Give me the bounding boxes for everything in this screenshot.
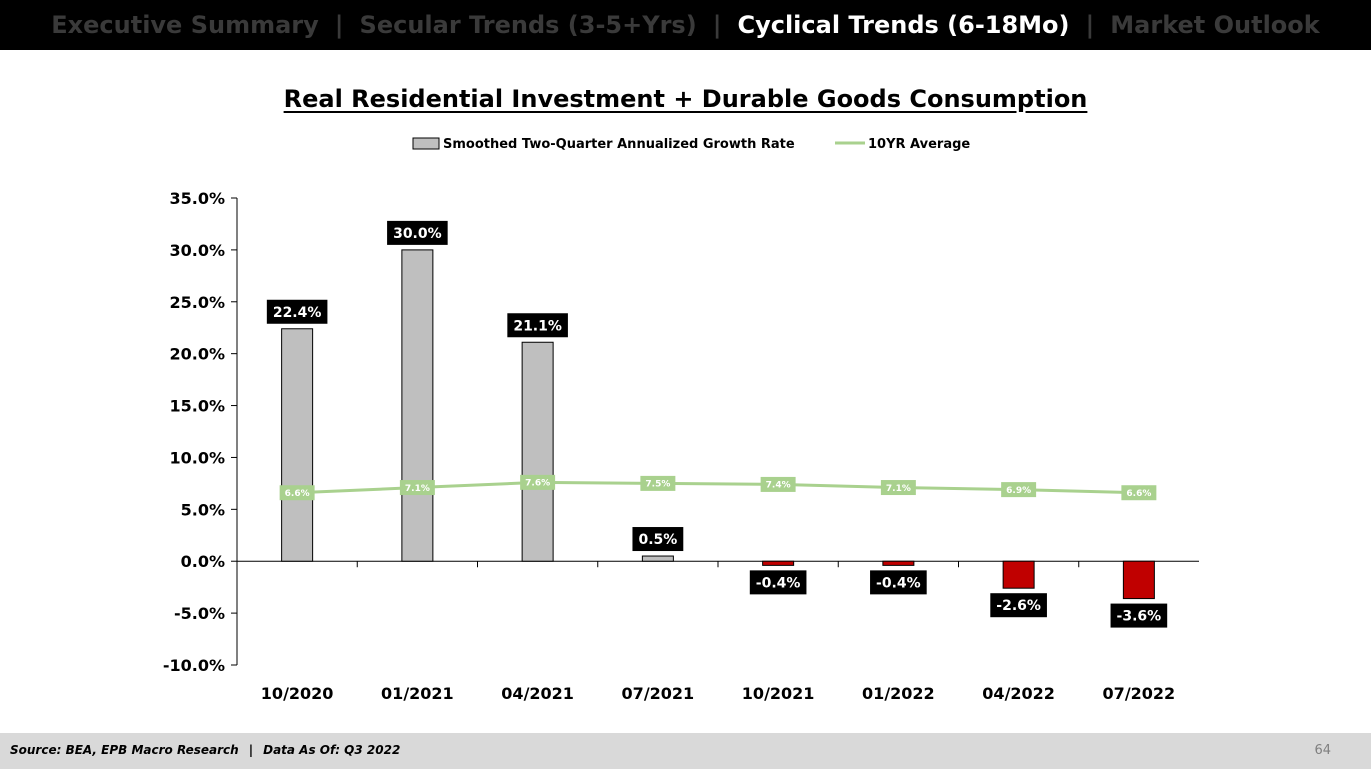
bar: [521, 341, 554, 562]
x-tick-label: 01/2022: [862, 684, 935, 703]
chart-title: Real Residential Investment + Durable Go…: [283, 85, 1088, 113]
source-text: Source: BEA, EPB Macro Research: [10, 743, 239, 757]
y-tick-label: 30.0%: [169, 241, 225, 260]
x-tick-label: 04/2021: [501, 684, 574, 703]
line-data-label: [880, 480, 916, 496]
bar-data-label-text: 22.4%: [273, 305, 322, 321]
bar-data-label: [870, 570, 927, 595]
line-data-label: [520, 474, 556, 490]
page-number: 64: [1314, 743, 1331, 758]
x-tick-label: 01/2021: [381, 684, 454, 703]
bar: [641, 555, 674, 562]
x-tick-label: 07/2022: [1103, 684, 1176, 703]
top-navigation: Executive Summary | Secular Trends (3-5+…: [0, 0, 1371, 50]
x-tick-label: 10/2020: [261, 684, 334, 703]
line-data-label-text: 7.1%: [886, 484, 911, 494]
bar-data-label: [749, 570, 807, 595]
tab-market-outlook[interactable]: Market Outlook: [1110, 11, 1320, 39]
line-data-label-text: 6.6%: [285, 489, 310, 499]
chart-area: Smoothed Two-Quarter Annualized Growth R…: [163, 137, 1199, 703]
line-data-label-text: 7.4%: [766, 481, 791, 491]
line-data-label-text: 7.1%: [405, 484, 430, 494]
legend-bar-label: Smoothed Two-Quarter Annualized Growth R…: [443, 137, 795, 152]
legend-bar-swatch: [412, 137, 440, 150]
tab-executive-summary[interactable]: Executive Summary: [51, 11, 319, 39]
bar-data-label-text: -0.4%: [756, 575, 801, 591]
x-tick-label: 07/2021: [622, 684, 695, 703]
bar-data-label-text: 21.1%: [513, 318, 562, 334]
y-tick-label: 35.0%: [169, 189, 225, 208]
line-data-label: [279, 485, 315, 501]
line-data-label-text: 7.6%: [525, 479, 550, 489]
line-data-label-text: 7.5%: [645, 480, 670, 490]
x-tick-label: 04/2022: [982, 684, 1055, 703]
data-as-of: Data As Of: Q3 2022: [263, 743, 401, 757]
y-tick-label: -5.0%: [174, 604, 225, 623]
bar-data-label-text: 30.0%: [393, 226, 442, 242]
line-data-label: [1121, 485, 1157, 501]
line-data-label: [640, 475, 676, 491]
line-data-label-text: 6.6%: [1126, 489, 1151, 499]
bar-data-label: [266, 299, 328, 324]
footer-bar: Source: BEA, EPB Macro Research | Data As …: [0, 733, 1371, 769]
y-tick-label: 5.0%: [181, 500, 225, 519]
bar-data-label-text: -3.6%: [1117, 609, 1162, 625]
nav-separator: |: [334, 11, 344, 39]
bar-data-label: [990, 593, 1047, 618]
y-tick-label: 0.0%: [181, 552, 225, 571]
bar-data-label-text: -0.4%: [876, 575, 921, 591]
tab-secular-trends[interactable]: Secular Trends (3-5+Yrs): [359, 11, 697, 39]
bar: [762, 560, 795, 566]
bar-data-label: [1110, 603, 1168, 628]
bar: [281, 328, 314, 562]
legend-line-label: 10YR Average: [868, 137, 970, 152]
bar: [401, 249, 434, 562]
bar-data-label-text: -2.6%: [996, 598, 1041, 614]
nav-separator: |: [1085, 11, 1095, 39]
bar-data-label: [632, 527, 684, 552]
x-tick-label: 10/2021: [742, 684, 815, 703]
bar: [882, 560, 915, 566]
line-10yr-average: [297, 480, 1139, 495]
y-tick-label: 20.0%: [169, 345, 225, 364]
nav-separator: |: [712, 11, 722, 39]
footer-separator: |: [248, 743, 254, 757]
line-data-label: [1001, 482, 1037, 498]
bar: [1122, 560, 1155, 600]
bar-data-label: [507, 313, 568, 338]
y-tick-label: 10.0%: [169, 448, 225, 467]
bar-data-label-text: 0.5%: [638, 532, 677, 548]
line-data-label-text: 6.9%: [1006, 486, 1031, 496]
y-tick-label: 25.0%: [169, 293, 225, 312]
bar-data-label: [387, 220, 448, 245]
tab-cyclical-trends[interactable]: Cyclical Trends (6-18Mo): [737, 11, 1070, 39]
source-note: Source: BEA, EPB Macro Research | Data As …: [10, 743, 400, 757]
y-tick-label: 15.0%: [169, 397, 225, 416]
line-data-label: [760, 476, 796, 492]
bar: [1002, 560, 1035, 589]
line-data-label: [399, 480, 435, 496]
y-tick-label: -10.0%: [163, 656, 225, 675]
